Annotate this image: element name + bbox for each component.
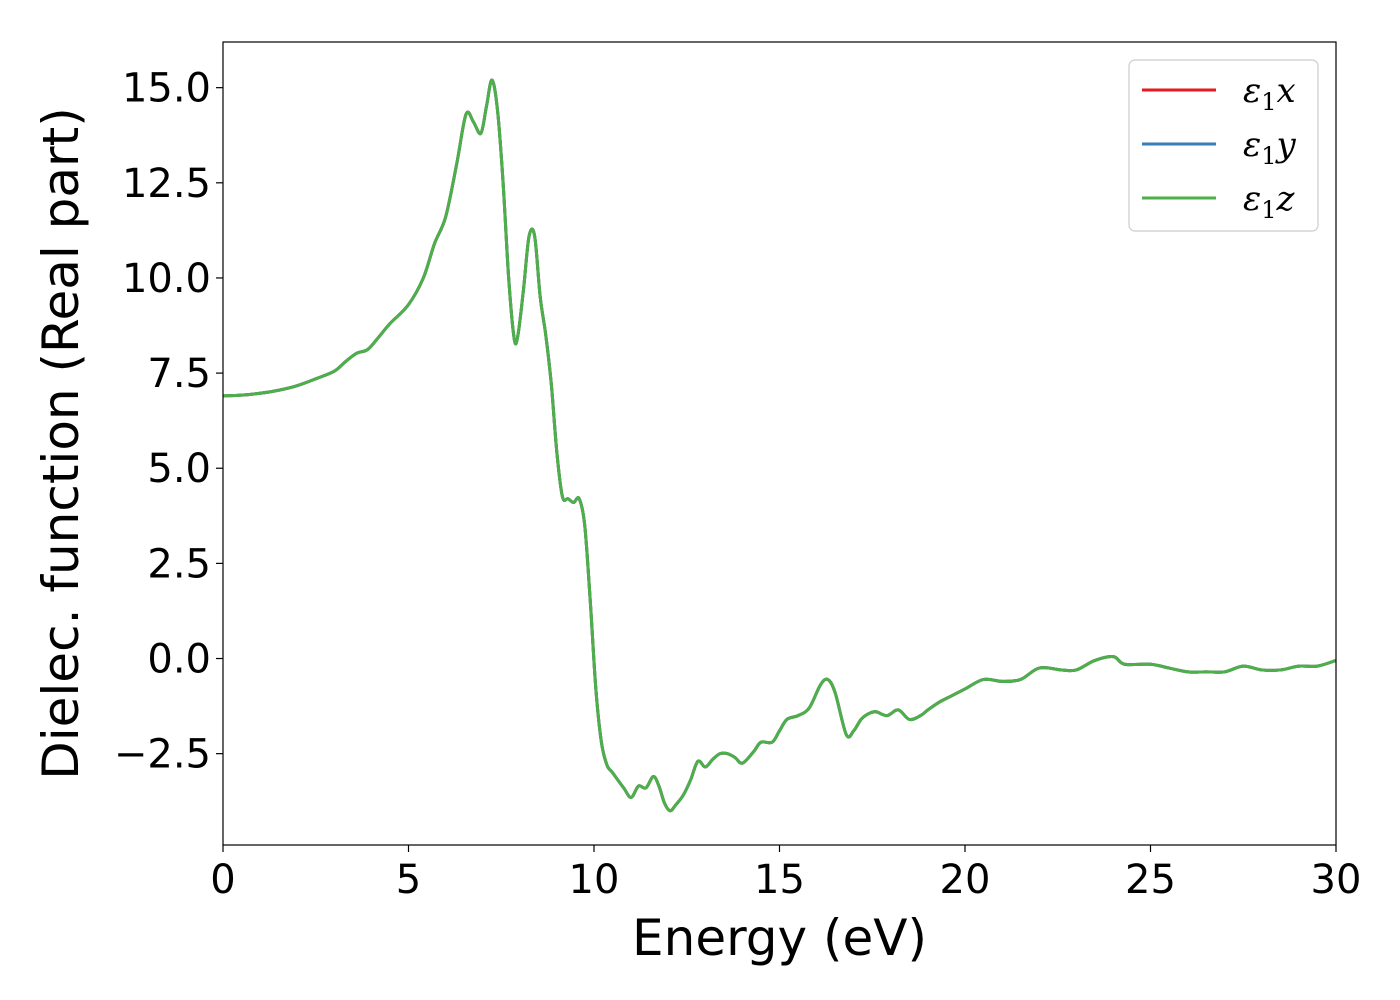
legend-symbol: ε — [1243, 125, 1261, 165]
x-tick-label: 20 — [940, 857, 991, 903]
y-tick-label: 2.5 — [147, 541, 211, 587]
x-tick-label: 5 — [396, 857, 421, 903]
legend-subscript: 1 — [1261, 196, 1276, 224]
legend-component: x — [1277, 71, 1296, 111]
legend-component: z — [1276, 179, 1296, 219]
legend-label-x: ε1x — [1243, 71, 1296, 116]
y-tick-label: 10.0 — [122, 256, 211, 302]
y-axis: −2.5 0.0 2.5 5.0 7.5 10.0 12.5 15.0 — [114, 66, 223, 778]
legend-component: y — [1275, 125, 1297, 165]
y-tick-label: 7.5 — [147, 351, 211, 397]
x-tick-label: 10 — [569, 857, 620, 903]
y-tick-label: 12.5 — [122, 161, 211, 207]
x-tick-label: 15 — [754, 857, 805, 903]
legend-box — [1128, 59, 1319, 232]
series-layer — [223, 78, 1336, 813]
legend-subscript: 1 — [1261, 88, 1276, 116]
x-tick-label: 0 — [210, 857, 235, 903]
y-tick-label: 0.0 — [147, 637, 211, 683]
y-tick-label: −2.5 — [114, 732, 211, 778]
legend-label-y: ε1y — [1243, 125, 1297, 170]
legend-subscript: 1 — [1261, 142, 1276, 170]
legend-label-z: ε1z — [1243, 179, 1296, 224]
x-tick-label: 25 — [1125, 857, 1176, 903]
y-tick-label: 5.0 — [147, 446, 211, 492]
legend-symbol: ε — [1243, 179, 1261, 219]
series-line-z — [223, 78, 1336, 813]
x-axis-label: Energy (eV) — [632, 909, 927, 967]
y-axis-label: Dielec. function (Real part) — [32, 107, 90, 779]
x-tick-label: 30 — [1311, 857, 1362, 903]
y-tick-label: 15.0 — [122, 66, 211, 112]
x-axis: 0 5 10 15 20 25 30 — [210, 845, 1361, 903]
legend-symbol: ε — [1243, 71, 1261, 111]
